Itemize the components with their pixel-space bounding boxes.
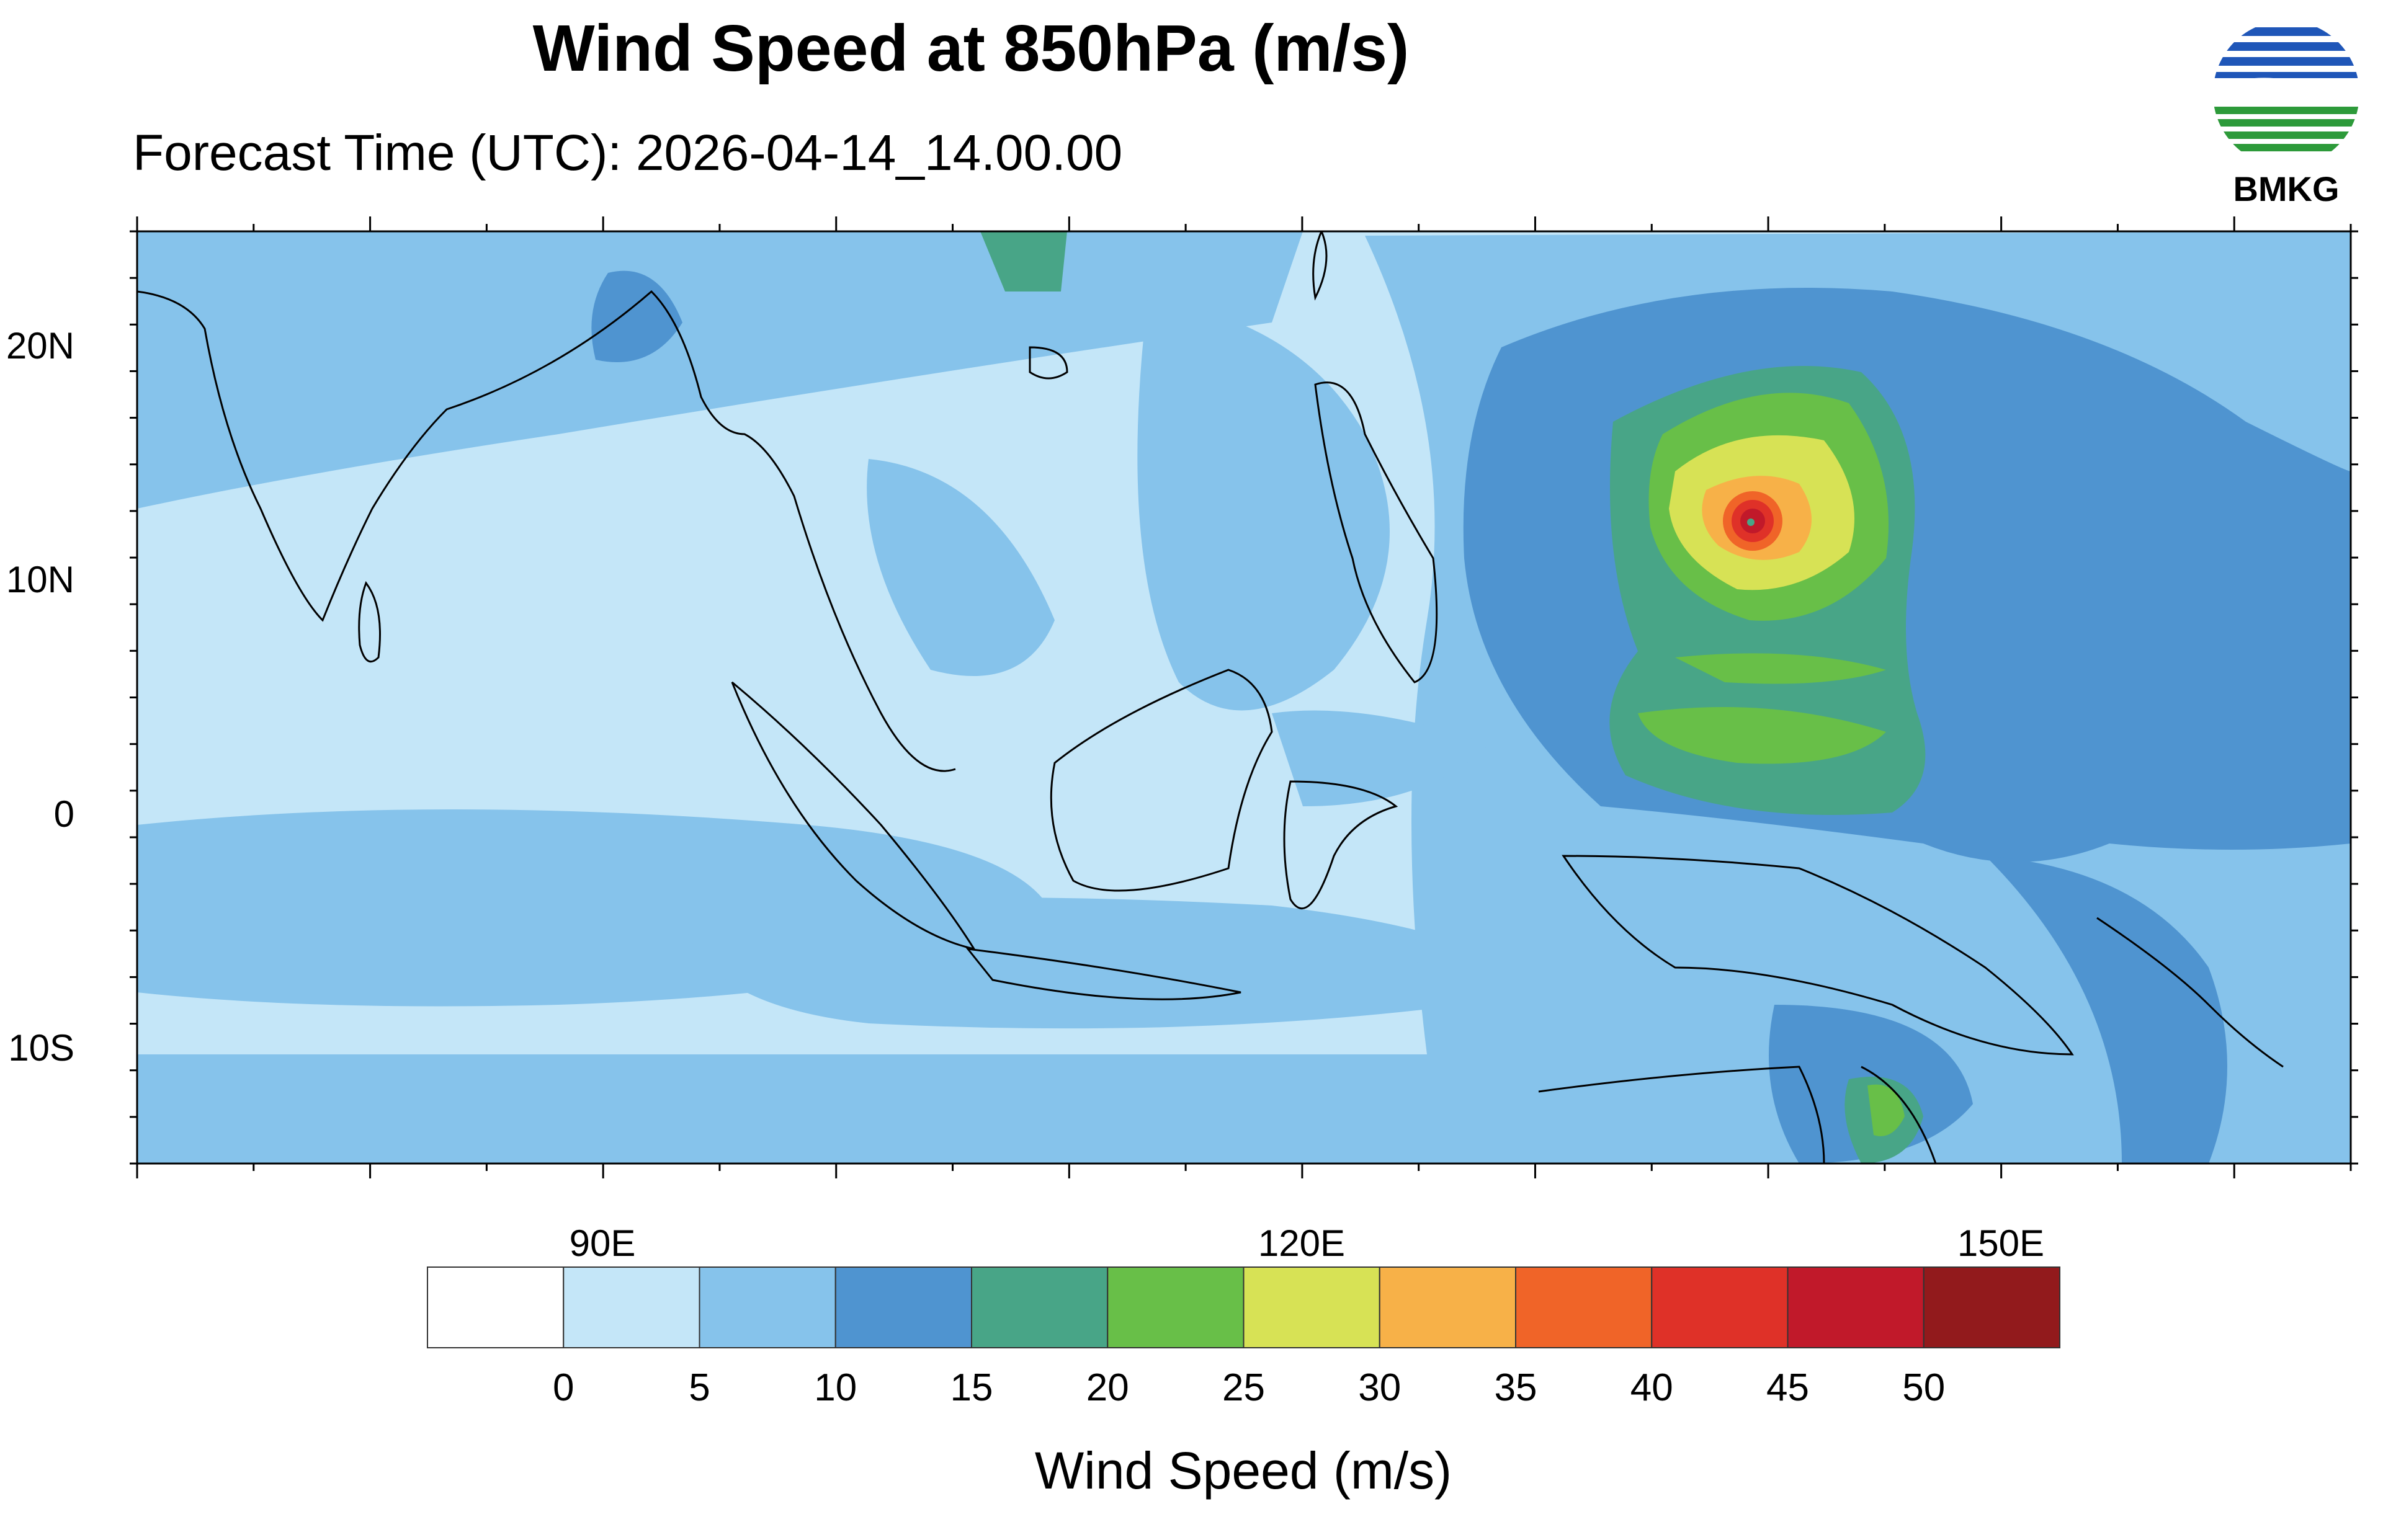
wind-field bbox=[137, 231, 2351, 1164]
lat-label-0: 0 bbox=[54, 793, 74, 835]
axis-ticks bbox=[130, 216, 2358, 1178]
colorbar-swatch bbox=[834, 1266, 972, 1348]
colorbar-tick-label: 5 bbox=[689, 1366, 710, 1409]
colorbar-swatch bbox=[1107, 1266, 1245, 1348]
colorbar-tick-label: 25 bbox=[1222, 1366, 1265, 1409]
colorbar-swatch bbox=[971, 1266, 1109, 1348]
colorbar-title: Wind Speed (m/s) bbox=[1035, 1441, 1452, 1500]
lon-label-150e: 150E bbox=[1957, 1222, 2044, 1264]
colorbar-swatch bbox=[1515, 1266, 1653, 1348]
lat-label-10s: 10S bbox=[8, 1027, 74, 1069]
lat-label-20n: 20N bbox=[6, 325, 74, 367]
colorbar-swatch bbox=[699, 1266, 836, 1348]
colorbar-tick-label: 0 bbox=[553, 1366, 574, 1409]
colorbar-tick-label: 40 bbox=[1630, 1366, 1673, 1409]
lon-label-90e: 90E bbox=[570, 1222, 636, 1264]
lon-label-120e: 120E bbox=[1258, 1222, 1345, 1264]
colorbar-swatch bbox=[1787, 1266, 1925, 1348]
colorbar-swatch bbox=[1923, 1266, 2060, 1348]
colorbar-swatch bbox=[1243, 1266, 1380, 1348]
colorbar-tick-label: 45 bbox=[1766, 1366, 1809, 1409]
colorbar-tick-label: 30 bbox=[1358, 1366, 1401, 1409]
colorbar-tick-label: 15 bbox=[950, 1366, 993, 1409]
colorbar-swatch bbox=[1651, 1266, 1789, 1348]
colorbar-tick-label: 20 bbox=[1086, 1366, 1129, 1409]
lat-label-10n: 10N bbox=[6, 559, 74, 600]
logo-text: BMKG bbox=[2233, 169, 2340, 208]
colorbar-tick-label: 35 bbox=[1495, 1366, 1537, 1409]
colorbar-tick-label: 10 bbox=[814, 1366, 857, 1409]
colorbar-swatch bbox=[1379, 1266, 1516, 1348]
colorbar-swatch bbox=[427, 1266, 565, 1348]
colorbar-swatch bbox=[563, 1266, 700, 1348]
bmkg-logo bbox=[2213, 20, 2359, 151]
colorbar: 0 5 10 15 20 25 30 35 40 45 50 bbox=[427, 1266, 2060, 1409]
colorbar-tick-label: 50 bbox=[1902, 1366, 1945, 1409]
forecast-time-label: Forecast Time (UTC): 2026-04-14_14.00.00 bbox=[133, 125, 1123, 181]
typhoon-eye bbox=[1747, 519, 1755, 526]
coastlines bbox=[137, 231, 2284, 1164]
figure-title: Wind Speed at 850hPa (m/s) bbox=[532, 12, 1410, 85]
